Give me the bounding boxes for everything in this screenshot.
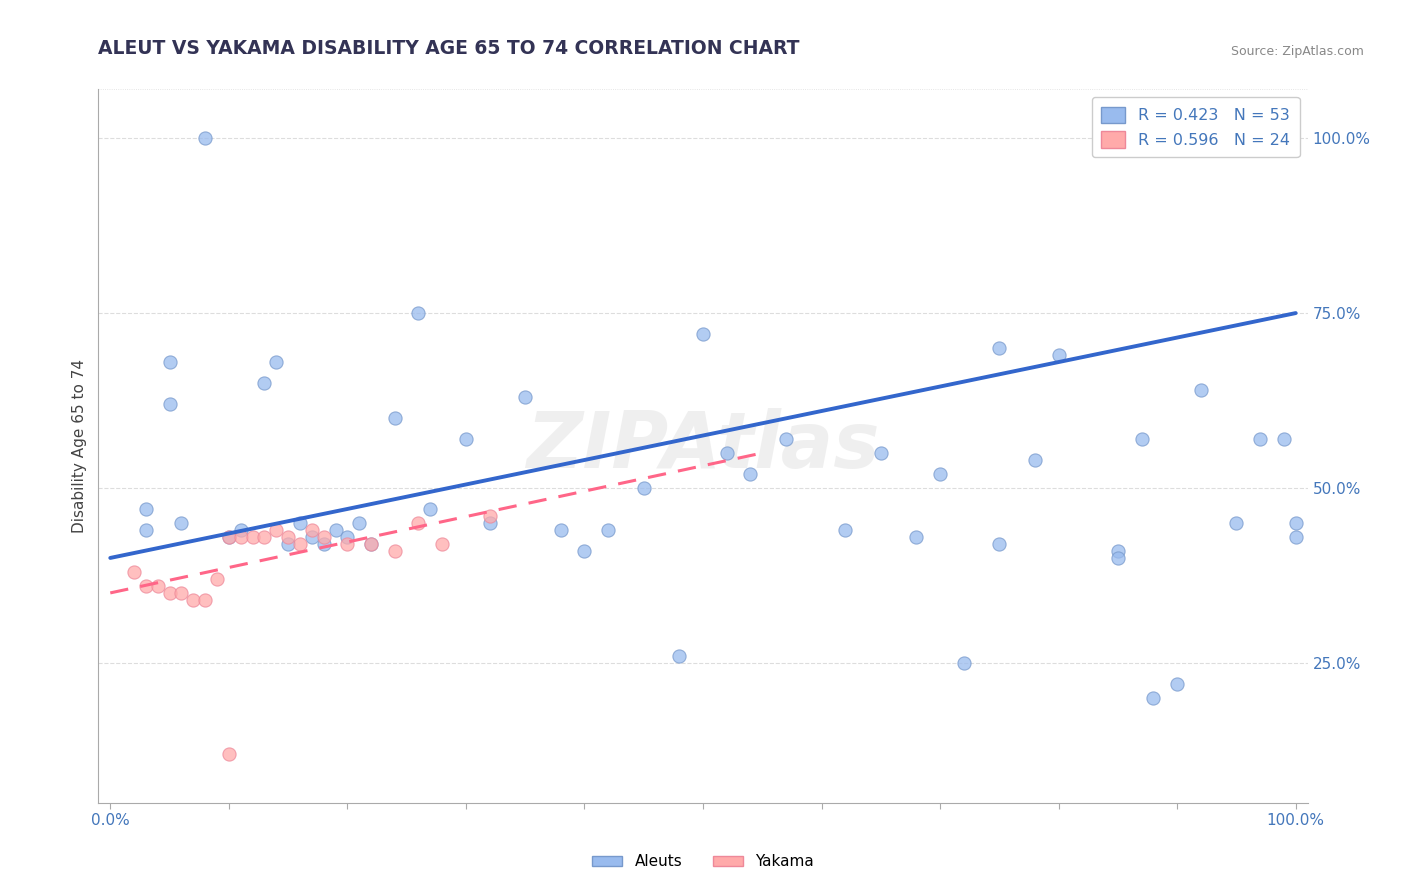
Point (242, 530, 264, 544)
Point (277, 537, 299, 551)
Point (1189, 383, 1212, 397)
Point (347, 516, 370, 530)
Point (716, 446, 738, 460)
Point (325, 523, 347, 537)
Point (454, 432, 477, 446)
Point (336, 530, 359, 544)
Point (988, 341, 1011, 355)
Point (478, 516, 501, 530)
Point (288, 516, 311, 530)
Point (1249, 432, 1271, 446)
Point (1024, 453, 1046, 467)
Point (1285, 516, 1308, 530)
Point (408, 306, 430, 320)
Point (1166, 677, 1188, 691)
Point (550, 523, 572, 537)
Point (384, 411, 406, 425)
Point (205, 572, 228, 586)
Point (301, 523, 323, 537)
Point (1107, 550, 1129, 565)
Point (218, 530, 240, 544)
Text: Source: ZipAtlas.com: Source: ZipAtlas.com (1230, 45, 1364, 58)
Point (1285, 530, 1308, 544)
Text: ALEUT VS YAKAMA DISABILITY AGE 65 TO 74 CORRELATION CHART: ALEUT VS YAKAMA DISABILITY AGE 65 TO 74 … (98, 39, 800, 58)
Point (253, 376, 276, 390)
Point (170, 586, 193, 600)
Point (264, 355, 287, 369)
Point (312, 530, 335, 544)
Point (135, 523, 157, 537)
Point (478, 508, 501, 523)
Legend: Aleuts, Yakama: Aleuts, Yakama (585, 848, 821, 875)
Point (869, 446, 891, 460)
Point (277, 530, 299, 544)
Point (135, 502, 157, 516)
Point (1047, 348, 1070, 362)
Point (194, 593, 217, 607)
Point (432, 537, 454, 551)
Point (834, 523, 856, 537)
Point (194, 131, 217, 145)
Point (408, 516, 430, 530)
Point (1272, 432, 1295, 446)
Point (1142, 690, 1164, 705)
Point (384, 544, 406, 558)
Point (122, 565, 145, 579)
Point (218, 747, 240, 761)
Point (692, 327, 714, 342)
Point (905, 530, 928, 544)
Point (988, 537, 1011, 551)
Point (253, 530, 276, 544)
Point (360, 537, 382, 551)
Point (229, 523, 252, 537)
Point (288, 537, 311, 551)
Point (515, 390, 537, 404)
Point (419, 502, 441, 516)
Point (336, 537, 359, 551)
Point (146, 579, 169, 593)
Point (159, 355, 181, 369)
Point (301, 530, 323, 544)
Point (360, 537, 382, 551)
Point (574, 544, 596, 558)
Text: ZIPAtlas: ZIPAtlas (526, 408, 880, 484)
Y-axis label: Disability Age 65 to 74: Disability Age 65 to 74 (72, 359, 87, 533)
Point (159, 397, 181, 411)
Point (952, 656, 974, 670)
Point (668, 648, 690, 663)
Point (1225, 516, 1247, 530)
Point (1107, 544, 1129, 558)
Point (170, 516, 193, 530)
Point (181, 593, 204, 607)
Point (312, 537, 335, 551)
Point (229, 530, 252, 544)
Legend: R = 0.423   N = 53, R = 0.596   N = 24: R = 0.423 N = 53, R = 0.596 N = 24 (1091, 97, 1299, 158)
Point (929, 467, 952, 481)
Point (740, 467, 762, 481)
Point (135, 579, 157, 593)
Point (1130, 432, 1153, 446)
Point (775, 432, 797, 446)
Point (159, 586, 181, 600)
Point (264, 523, 287, 537)
Point (218, 530, 240, 544)
Point (633, 481, 655, 495)
Point (598, 523, 620, 537)
